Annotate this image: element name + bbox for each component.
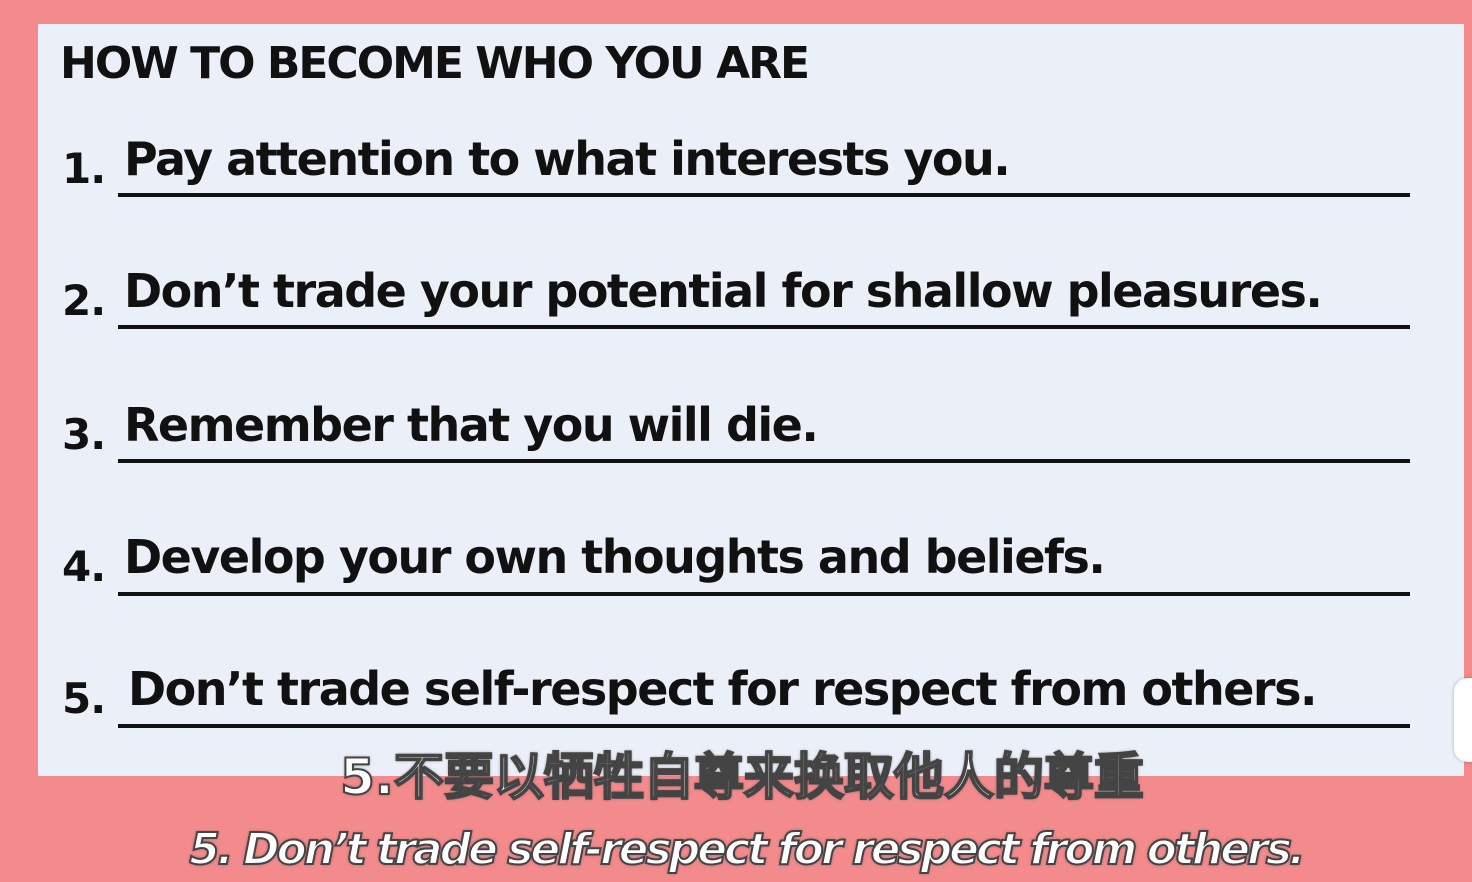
- page-title: HOW TO BECOME WHO YOU ARE: [60, 38, 810, 89]
- list-item: 1. Pay attention to what interests you.: [0, 130, 1472, 210]
- item-number: 5.: [62, 674, 106, 723]
- item-number: 1.: [62, 144, 106, 193]
- item-text: Remember that you will die.: [124, 398, 819, 452]
- subtitle-english: 5. Don’t trade self-respect for respect …: [188, 824, 1306, 875]
- content-card: [38, 24, 1464, 776]
- underline: [118, 459, 1410, 463]
- subtitle-chinese: 5.不要以牺牲自尊来换取他人的尊重: [339, 748, 1145, 806]
- item-text: Don’t trade your potential for shallow p…: [124, 264, 1323, 318]
- list-item: 4. Develop your own thoughts and beliefs…: [0, 528, 1472, 608]
- item-number: 4.: [62, 542, 106, 591]
- underline: [118, 193, 1410, 197]
- side-panel-toggle[interactable]: [1454, 678, 1472, 762]
- item-number: 3.: [62, 410, 106, 459]
- item-text: Don’t trade self-respect for respect fro…: [128, 662, 1317, 716]
- item-text: Develop your own thoughts and beliefs.: [124, 530, 1106, 584]
- item-text: Pay attention to what interests you.: [124, 132, 1011, 186]
- list-item: 3. Remember that you will die.: [0, 396, 1472, 476]
- list-item: 5. Don’t trade self-respect for respect …: [0, 660, 1472, 740]
- underline: [118, 724, 1410, 728]
- item-number: 2.: [62, 276, 106, 325]
- underline: [118, 592, 1410, 596]
- underline: [118, 325, 1410, 329]
- list-item: 2. Don’t trade your potential for shallo…: [0, 262, 1472, 342]
